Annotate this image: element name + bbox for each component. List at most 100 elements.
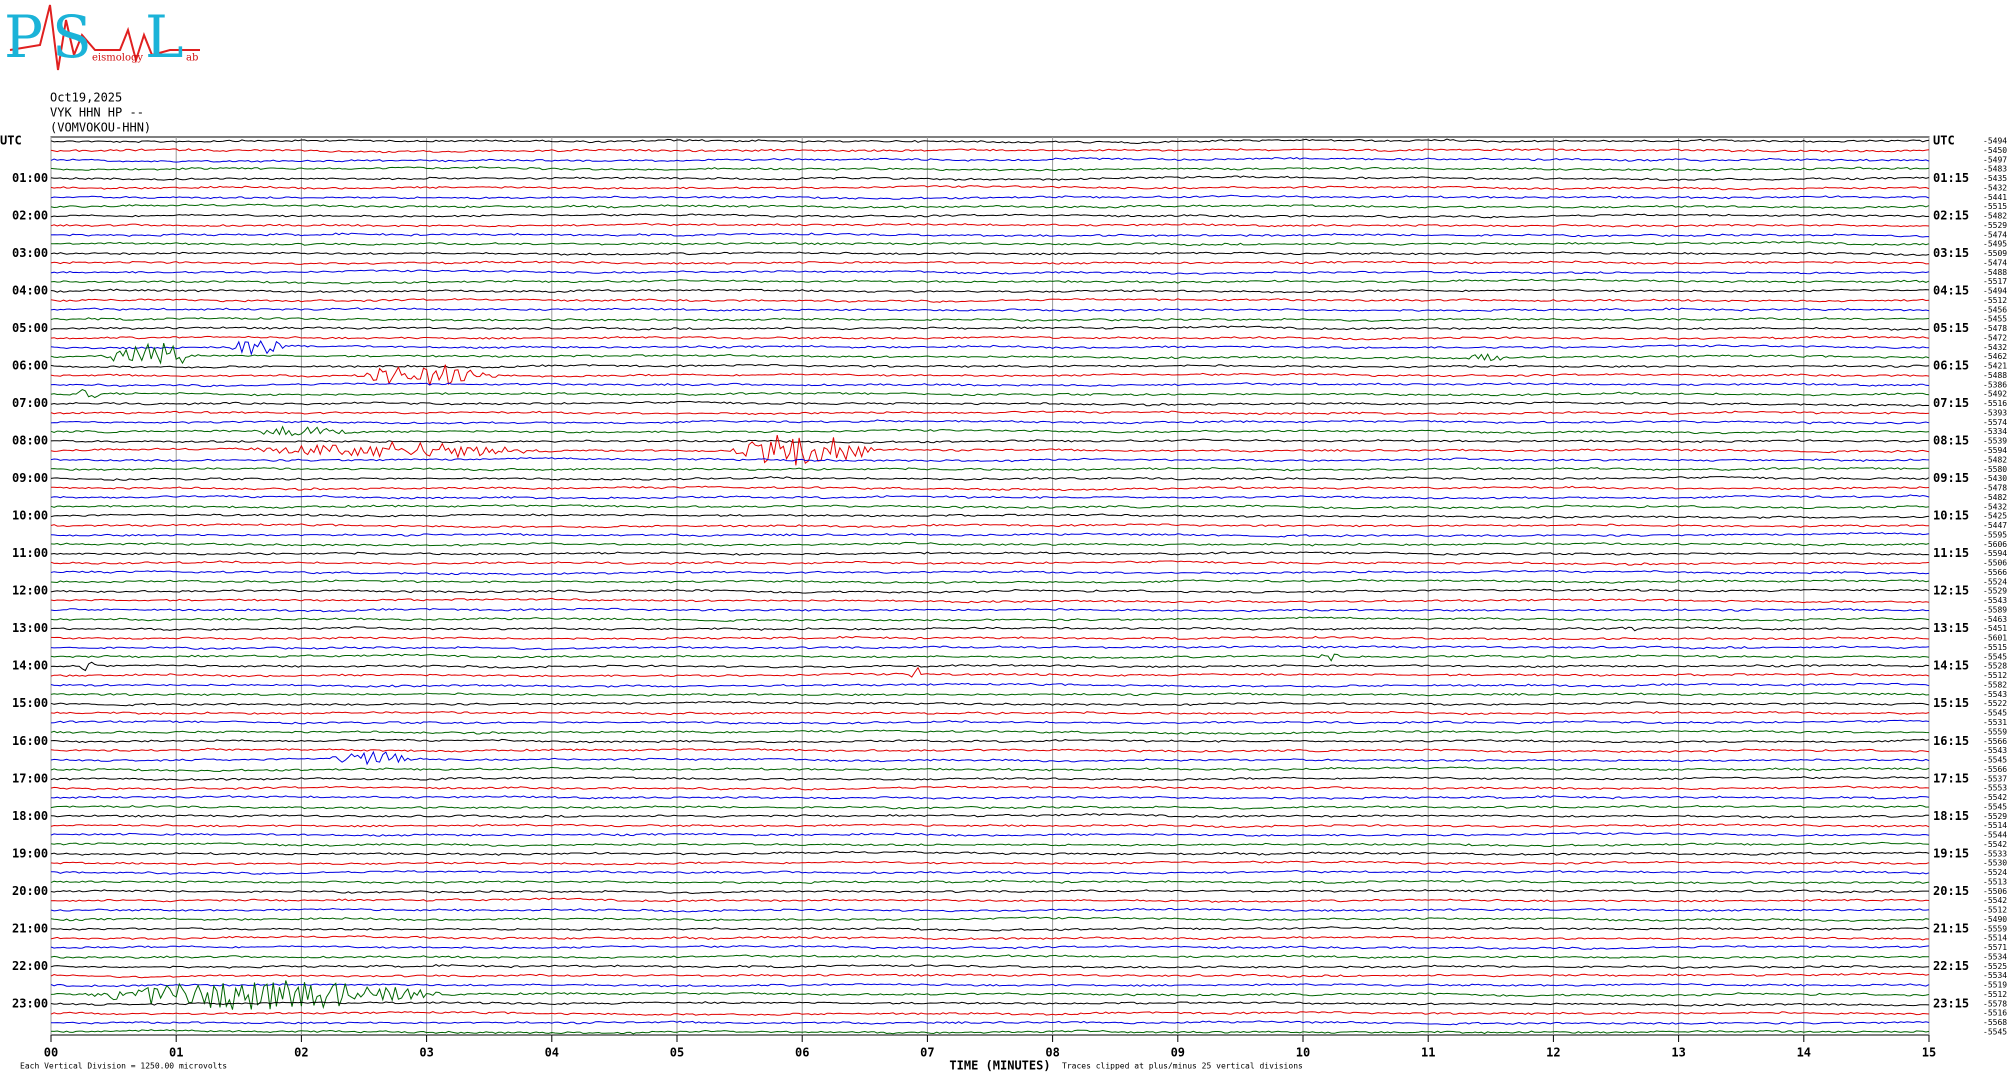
trace: [50, 692, 1930, 697]
trace-offset: -5425: [1983, 512, 2007, 521]
left-time-label: 02:00: [12, 209, 48, 223]
trace-offset: -5545: [1983, 1028, 2007, 1037]
trace: [50, 729, 1930, 735]
trace-offset: -5530: [1983, 859, 2007, 868]
trace: [50, 980, 1930, 1010]
trace-offset: -5435: [1983, 174, 2007, 183]
trace: [50, 364, 1930, 369]
trace: [50, 213, 1930, 219]
trace-offset: -5543: [1983, 690, 2007, 699]
trace: [50, 916, 1930, 922]
trace-offset: -5516: [1983, 1009, 2007, 1018]
left-time-label: 04:00: [12, 284, 48, 298]
right-time-label: 20:15: [1933, 884, 1969, 898]
trace-offset: -5334: [1983, 427, 2007, 436]
right-time-label: 09:15: [1933, 471, 1969, 485]
trace-offset: -5474: [1983, 258, 2007, 267]
x-tick-label: 15: [1922, 1046, 1936, 1060]
x-tick-label: 13: [1671, 1046, 1685, 1060]
trace: [50, 1011, 1930, 1016]
x-tick-label: 00: [44, 1046, 58, 1060]
left-time-label: 11:00: [12, 546, 48, 560]
trace: [50, 766, 1930, 773]
trace: [50, 907, 1930, 913]
trace: [50, 653, 1930, 662]
x-tick-label: 11: [1421, 1046, 1435, 1060]
trace: [50, 569, 1930, 576]
trace: [50, 166, 1930, 172]
trace-offset: -5589: [1983, 605, 2007, 614]
trace-offset: -5542: [1983, 840, 2007, 849]
trace-offset: -5525: [1983, 962, 2007, 971]
trace: [50, 194, 1930, 200]
right-time-label: 21:15: [1933, 921, 1969, 935]
trace: [50, 935, 1930, 941]
trace: [50, 645, 1930, 651]
logo-letter: P: [4, 3, 43, 71]
traces: [50, 138, 1930, 1035]
trace: [50, 298, 1930, 303]
trace-offset: -5517: [1983, 277, 2007, 286]
trace-offset: -5534: [1983, 971, 2007, 980]
trace: [50, 804, 1930, 810]
trace-offset: -5533: [1983, 849, 2007, 858]
trace-offset: -5492: [1983, 390, 2007, 399]
trace-offset: -5393: [1983, 408, 2007, 417]
trace: [50, 222, 1930, 228]
trace: [50, 560, 1930, 566]
trace-offset: -5531: [1983, 718, 2007, 727]
trace: [50, 434, 1930, 466]
trace: [50, 588, 1930, 594]
trace: [50, 1029, 1930, 1035]
trace: [50, 269, 1930, 275]
trace-offset: -5494: [1983, 287, 2007, 296]
trace: [50, 661, 1930, 672]
x-axis-title: TIME (MINUTES): [949, 1059, 1050, 1073]
trace-offset: -5488: [1983, 268, 2007, 277]
trace-offset: -5524: [1983, 577, 2007, 586]
right-time-label: 15:15: [1933, 696, 1969, 710]
trace: [50, 138, 1930, 145]
right-time-label: 17:15: [1933, 771, 1969, 785]
trace: [50, 203, 1930, 209]
trace: [50, 307, 1930, 313]
x-tick-label: 02: [294, 1046, 308, 1060]
trace: [50, 467, 1930, 472]
trace-offset: -5506: [1983, 559, 2007, 568]
scale-note: Each Vertical Division = 1250.00 microvo…: [20, 1062, 227, 1071]
left-time-label: 13:00: [12, 621, 48, 635]
trace: [51, 1020, 1930, 1026]
trace: [50, 860, 1930, 866]
x-tick-label: 08: [1045, 1046, 1059, 1060]
left-time-label: 12:00: [12, 584, 48, 598]
trace-offset: -5514: [1983, 821, 2007, 830]
trace-offset: -5529: [1983, 812, 2007, 821]
trace-offset: -5451: [1983, 624, 2007, 633]
trace: [50, 700, 1930, 707]
trace: [50, 1001, 1930, 1007]
trace-offset: -5512: [1983, 671, 2007, 680]
trace: [50, 382, 1930, 388]
trace-offset: -5515: [1983, 643, 2007, 652]
trace-offset: -5566: [1983, 568, 2007, 577]
trace: [50, 400, 1930, 407]
trace: [50, 185, 1930, 191]
right-time-label: 10:15: [1933, 509, 1969, 523]
trace-offset: -5595: [1983, 530, 2007, 539]
trace: [50, 325, 1930, 331]
right-time-label: 23:15: [1933, 996, 1969, 1010]
trace: [50, 626, 1930, 632]
trace-offset: -5514: [1983, 934, 2007, 943]
trace: [50, 889, 1929, 895]
trace: [50, 485, 1930, 492]
x-tick-label: 07: [920, 1046, 934, 1060]
trace: [50, 747, 1930, 754]
trace-offset: -5474: [1983, 230, 2007, 239]
left-time-label: 21:00: [12, 921, 48, 935]
trace: [50, 251, 1930, 256]
logo-word: ab: [186, 53, 198, 64]
trace: [50, 288, 1930, 294]
trace-offset: -5534: [1983, 952, 2007, 961]
trace-offset: -5509: [1983, 249, 2007, 258]
